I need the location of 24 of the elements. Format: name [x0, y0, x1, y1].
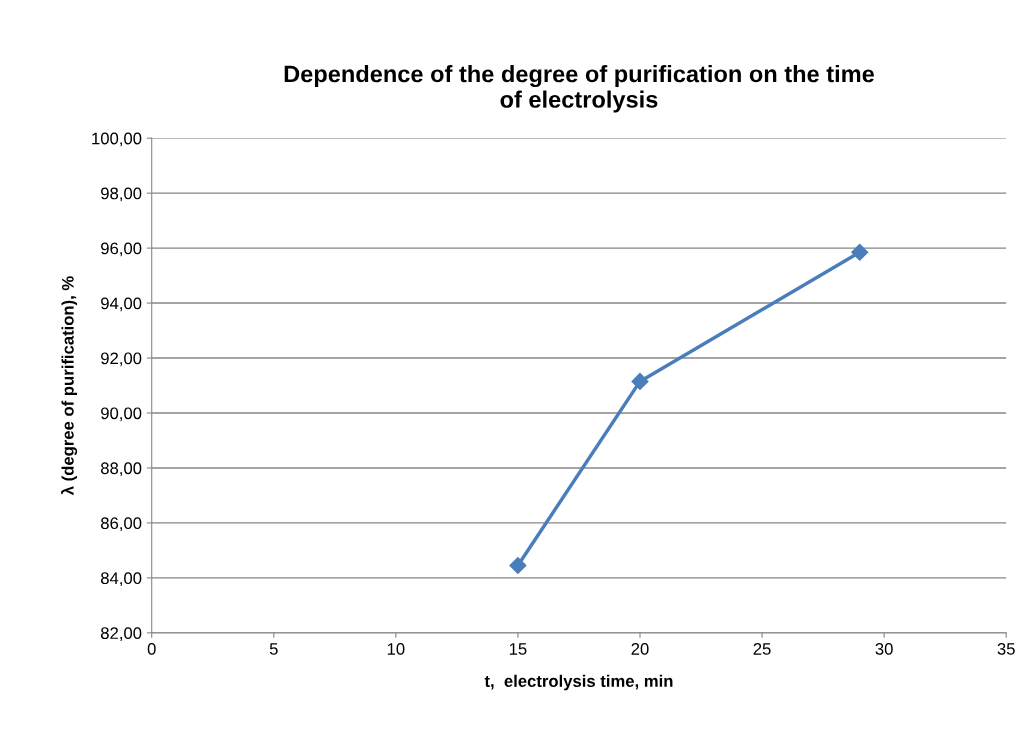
point [509, 556, 527, 575]
y-axis-title: λ (degree of purification), % [61, 276, 78, 496]
chart-title: Dependence of the degree of purification on the time of electrolysis [284, 64, 874, 113]
x-tick-label: 20 [631, 643, 649, 655]
x-axis-title: t, electrolysis time, min [484, 674, 673, 691]
y-tick-label: 84,00 [101, 572, 142, 587]
y-tick-label: 92,00 [101, 352, 142, 367]
x-tick-label: 15 [509, 643, 527, 655]
x-tick-label: 5 [269, 643, 278, 655]
point [631, 372, 649, 390]
x-tick-label: 10 [387, 643, 405, 655]
x-tick-label: 30 [875, 643, 893, 655]
y-tick-label: 82,00 [101, 627, 142, 642]
x-tick-label: 35 [997, 643, 1015, 655]
point [851, 243, 869, 261]
y-tick-label: 88,00 [101, 462, 142, 477]
y-tick-label: 100,00 [92, 132, 142, 147]
x-tick-label: 25 [753, 643, 771, 655]
y-tick-label: 94,00 [101, 297, 142, 312]
y-tick-label: 90,00 [101, 407, 142, 422]
x-tick-label: 0 [147, 643, 156, 655]
y-tick-label: 98,00 [101, 187, 142, 202]
y-tick-label: 86,00 [101, 517, 142, 532]
y-tick-label: 96,00 [101, 242, 142, 257]
